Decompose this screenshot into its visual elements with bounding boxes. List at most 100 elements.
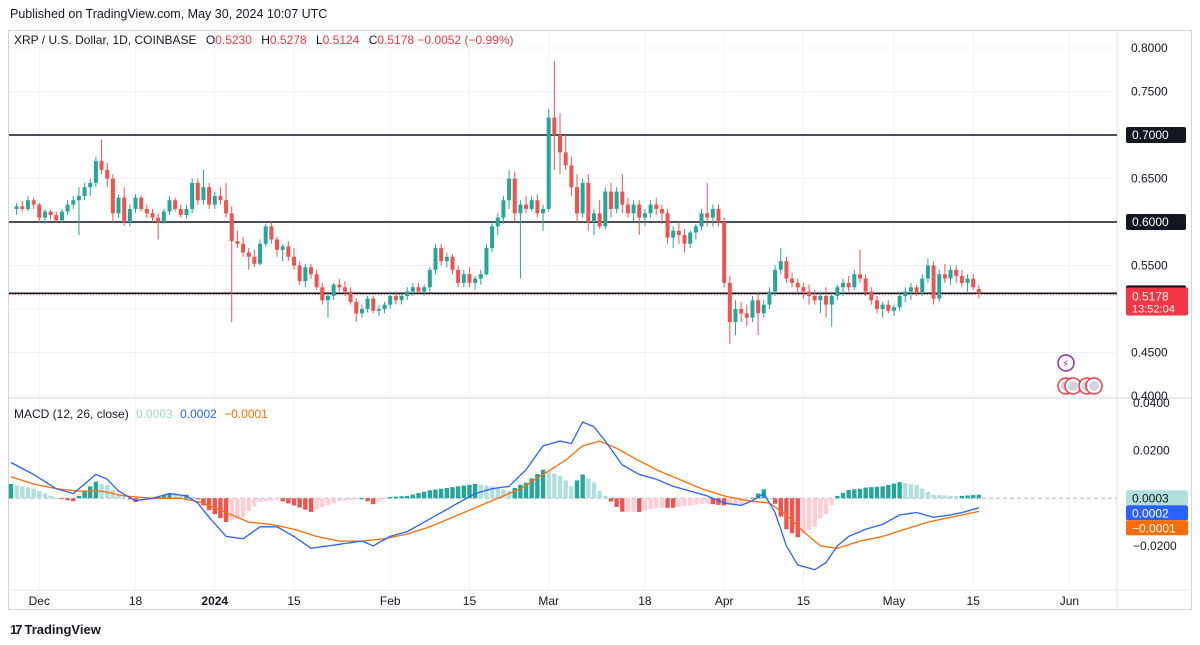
macd-histogram-bar (410, 494, 416, 499)
time-tick-label: 15 (797, 594, 811, 608)
macd-histogram-bar (252, 498, 257, 507)
price-tick-label: 0.6500 (1131, 172, 1168, 186)
macd-histogram-bar (518, 484, 523, 499)
macd-histogram-bar (540, 469, 546, 499)
tradingview-icon: 17 (10, 622, 23, 637)
macd-signal-line (10, 440, 980, 549)
candle-body (14, 206, 19, 209)
macd-histogram-bar (269, 498, 274, 501)
tradingview-logo[interactable]: 17 TradingView (10, 622, 101, 637)
candle-body (733, 309, 738, 323)
candle-body (269, 226, 274, 240)
macd-histogram-bar (71, 498, 76, 502)
high-value: 0.5278 (269, 33, 307, 47)
candle-body (637, 204, 642, 218)
candle-body (858, 274, 862, 279)
macd-histogram-bar (263, 498, 268, 502)
macd-histogram-bar (467, 484, 472, 499)
macd-histogram-bar (331, 498, 336, 504)
macd-tick-label: 0.0200 (1133, 444, 1170, 458)
macd-histogram-bar (484, 485, 489, 499)
macd-histogram-bar (421, 491, 427, 499)
macd-histogram-bar (580, 474, 585, 499)
macd-histogram-bar (614, 498, 619, 507)
macd-histogram-bar (523, 482, 529, 499)
macd-histogram-bar (325, 498, 331, 506)
macd-histogram-bar (648, 498, 653, 510)
macd-histogram-bar (733, 498, 738, 505)
candle-body (320, 287, 325, 301)
candle-body (82, 187, 87, 196)
macd-histogram-bar (631, 498, 636, 512)
macd-histogram-bar (93, 481, 99, 499)
candle-body (76, 195, 81, 201)
macd-histogram-bar (512, 487, 517, 499)
candle-body (150, 213, 155, 218)
candle-body (778, 261, 783, 270)
candle-body (65, 204, 70, 212)
candle-body (835, 287, 840, 296)
candle-body (575, 187, 579, 214)
macd-histogram-bar (569, 486, 574, 499)
macd-histogram-bar (212, 498, 217, 515)
macd-tick-label: 0.0400 (1133, 396, 1170, 410)
macd-tick-label: −0.0200 (1133, 539, 1177, 553)
candle-body (965, 278, 970, 283)
macd-histogram-bar (218, 498, 223, 519)
candle-body (659, 208, 664, 214)
candle-body (444, 256, 449, 262)
macd-histogram-bar (416, 493, 421, 499)
candle-body (891, 307, 896, 311)
candle-body (744, 313, 749, 318)
candle-body (292, 256, 296, 266)
macd-histogram-bar (37, 491, 42, 499)
candle-body (88, 182, 93, 188)
macd-histogram-bar (195, 498, 200, 500)
low-label: L (315, 33, 323, 47)
candle-body (920, 278, 925, 294)
macd-histogram-bar (308, 498, 314, 512)
candle-body (184, 208, 189, 216)
macd-histogram-bar (495, 487, 500, 499)
candle-body (461, 274, 466, 283)
macd-histogram-bar (806, 498, 812, 531)
time-tick-label: Apr (715, 594, 734, 608)
macd-histogram-bar (710, 498, 716, 505)
macd-histogram-bar (257, 498, 263, 502)
candle-body (190, 182, 195, 209)
candle-body (591, 213, 596, 222)
macd-histogram-bar (959, 495, 965, 499)
macd-histogram-bar (274, 498, 280, 500)
candle-body (552, 117, 557, 135)
macd-histogram-bar (59, 498, 65, 500)
candle-body (597, 213, 602, 227)
candle-body (110, 178, 115, 214)
candle-body (818, 295, 823, 301)
time-tick-label: 15 (463, 594, 477, 608)
candle-body (886, 304, 891, 311)
macd-histogram-bar (506, 491, 512, 499)
macd-title: MACD (12, 26, close) (14, 407, 129, 421)
candle-body (212, 195, 217, 205)
macd-histogram-bar (920, 488, 925, 499)
macd-histogram-bar (427, 490, 433, 499)
macd-histogram-bar (433, 489, 438, 499)
candle-body (303, 267, 308, 282)
macd-histogram-bar (20, 486, 25, 499)
candle-body (473, 278, 478, 283)
candle-body (863, 278, 868, 292)
candle-body (524, 204, 529, 209)
candle-body (167, 200, 172, 212)
macd-histogram-bar (382, 498, 387, 500)
published-note: Published on TradingView.com, May 30, 20… (10, 7, 328, 21)
candle-body (603, 191, 608, 227)
candle-body (959, 275, 964, 283)
price-tick-label: 0.4500 (1131, 346, 1168, 360)
macd-histogram-bar (891, 483, 897, 499)
macd-histogram-bar (682, 498, 687, 507)
candle-body (948, 269, 953, 279)
lightning-event-glyph: ⚡ (1062, 359, 1069, 370)
macd-histogram-bar (280, 498, 285, 502)
candle-body (671, 230, 676, 238)
